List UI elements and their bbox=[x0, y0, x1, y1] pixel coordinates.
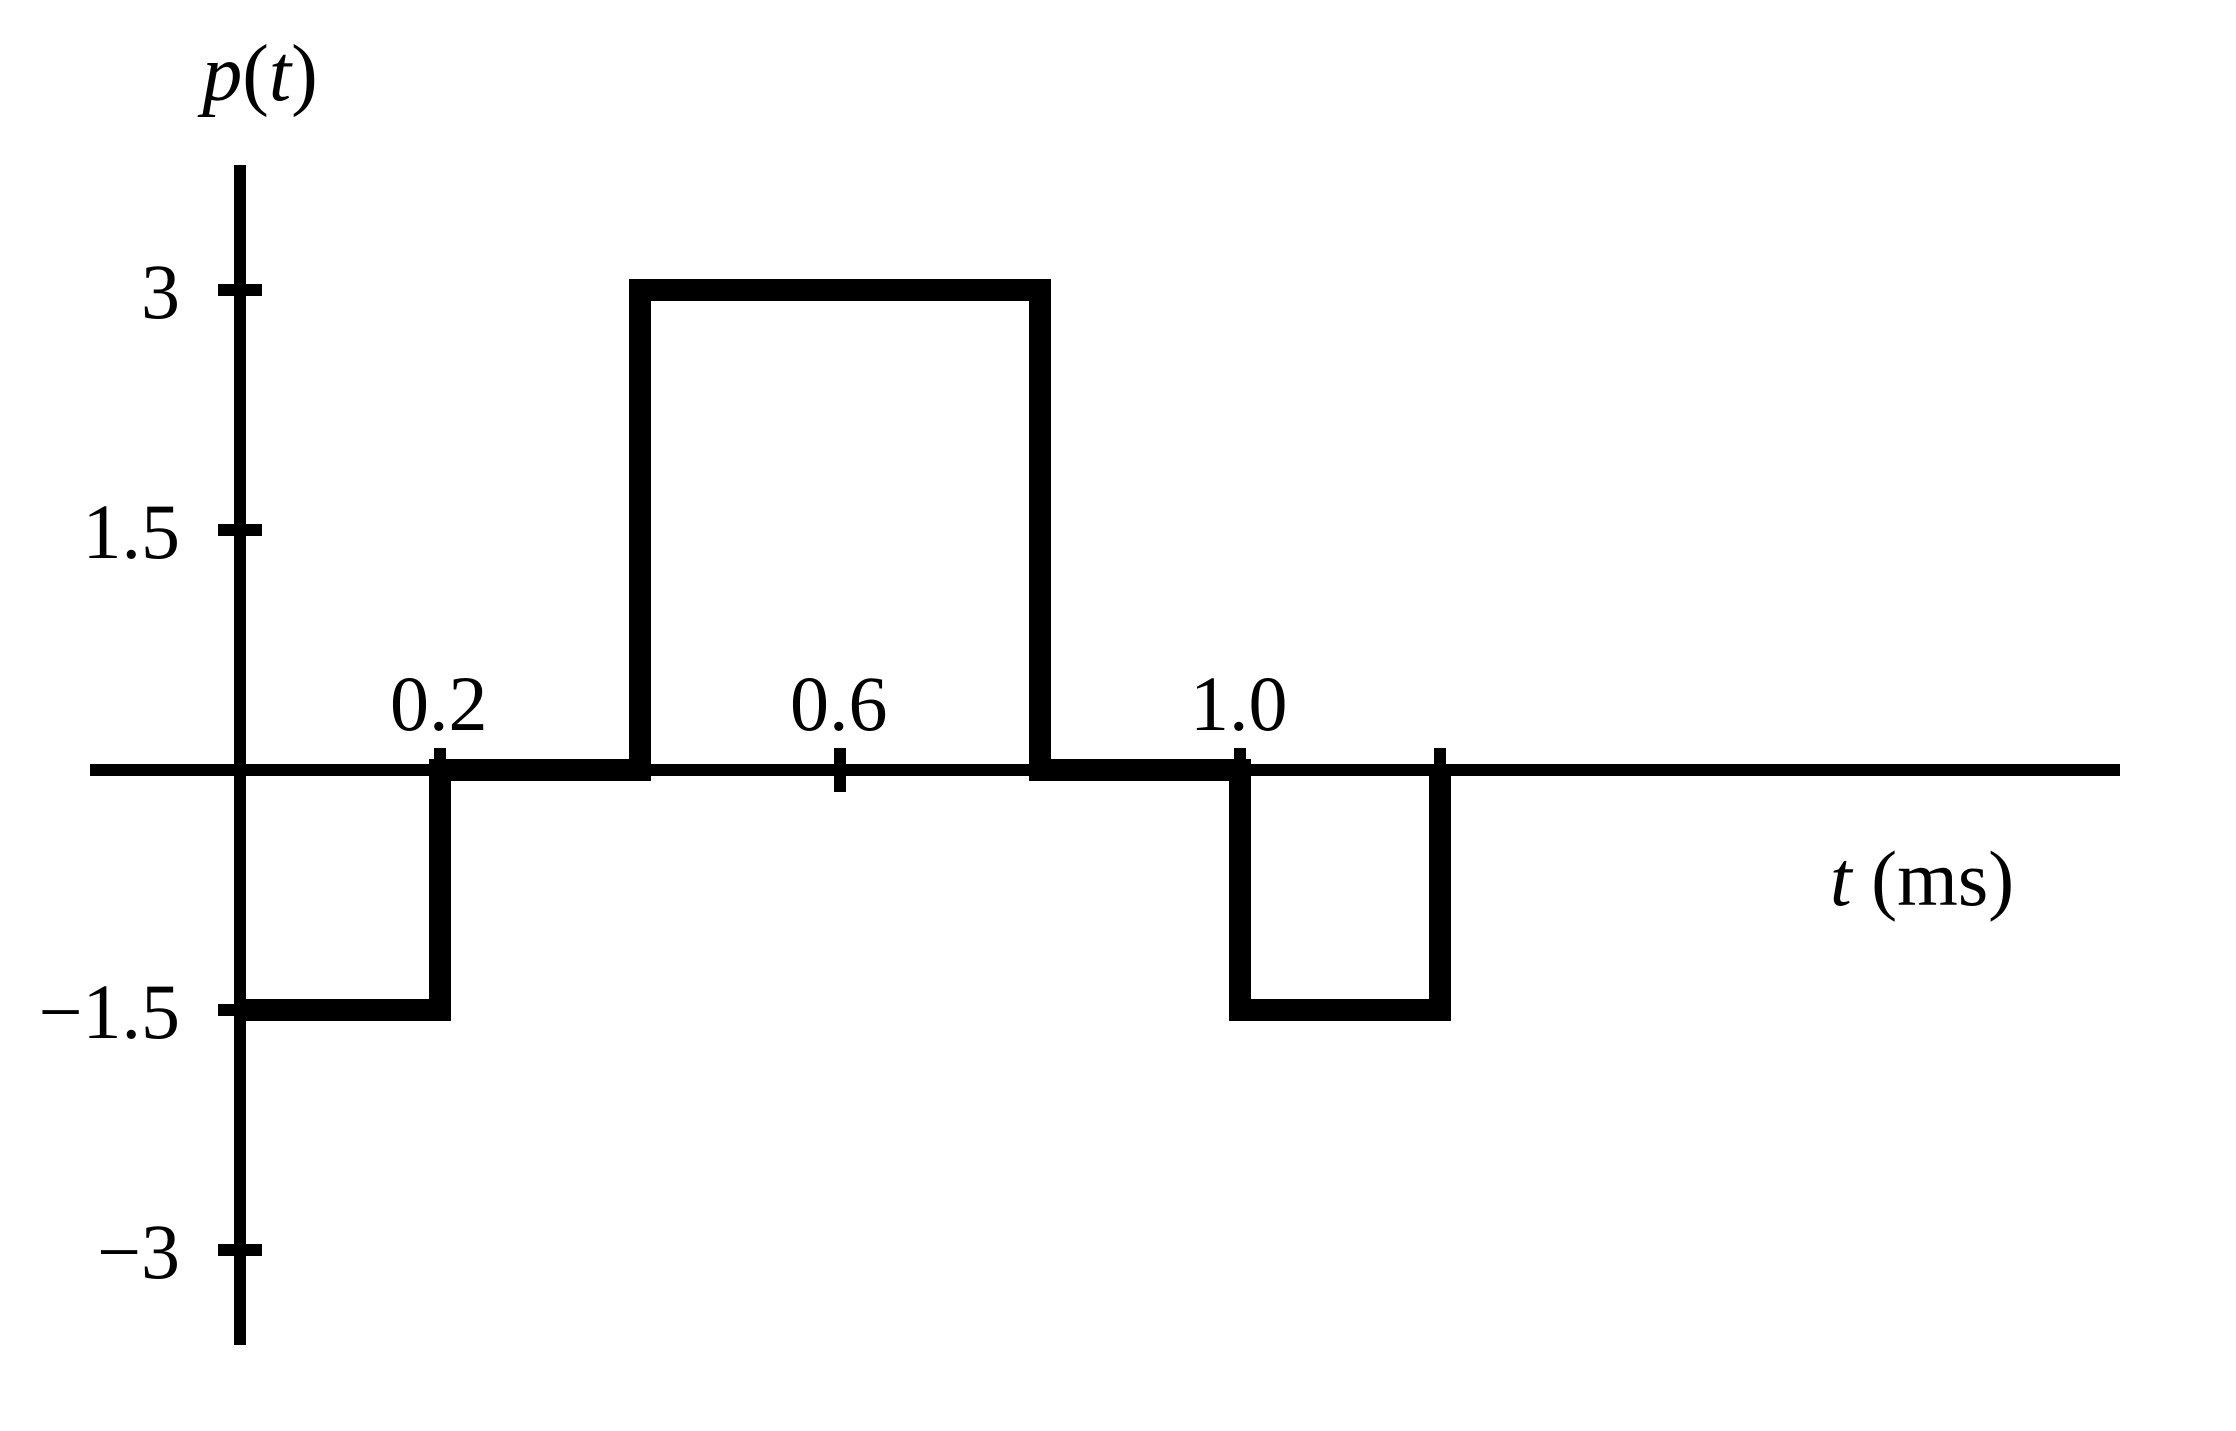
y-tick-label: −1.5 bbox=[39, 968, 181, 1055]
x-tick-label: 0.6 bbox=[790, 660, 888, 747]
step-signal-chart: 0.2 0.6 1.0 3 1.5 −1.5 −3 p(t) t (ms) bbox=[0, 0, 2236, 1431]
y-tick-label: −3 bbox=[97, 1208, 180, 1295]
x-tick-label: 0.2 bbox=[390, 660, 488, 747]
chart-background bbox=[0, 0, 2236, 1431]
y-tick-label: 1.5 bbox=[83, 488, 181, 575]
x-axis-label: t (ms) bbox=[1830, 835, 2014, 922]
x-tick-label: 1.0 bbox=[1190, 660, 1288, 747]
y-axis-label: p(t) bbox=[197, 30, 318, 118]
y-tick-label: 3 bbox=[141, 248, 180, 335]
